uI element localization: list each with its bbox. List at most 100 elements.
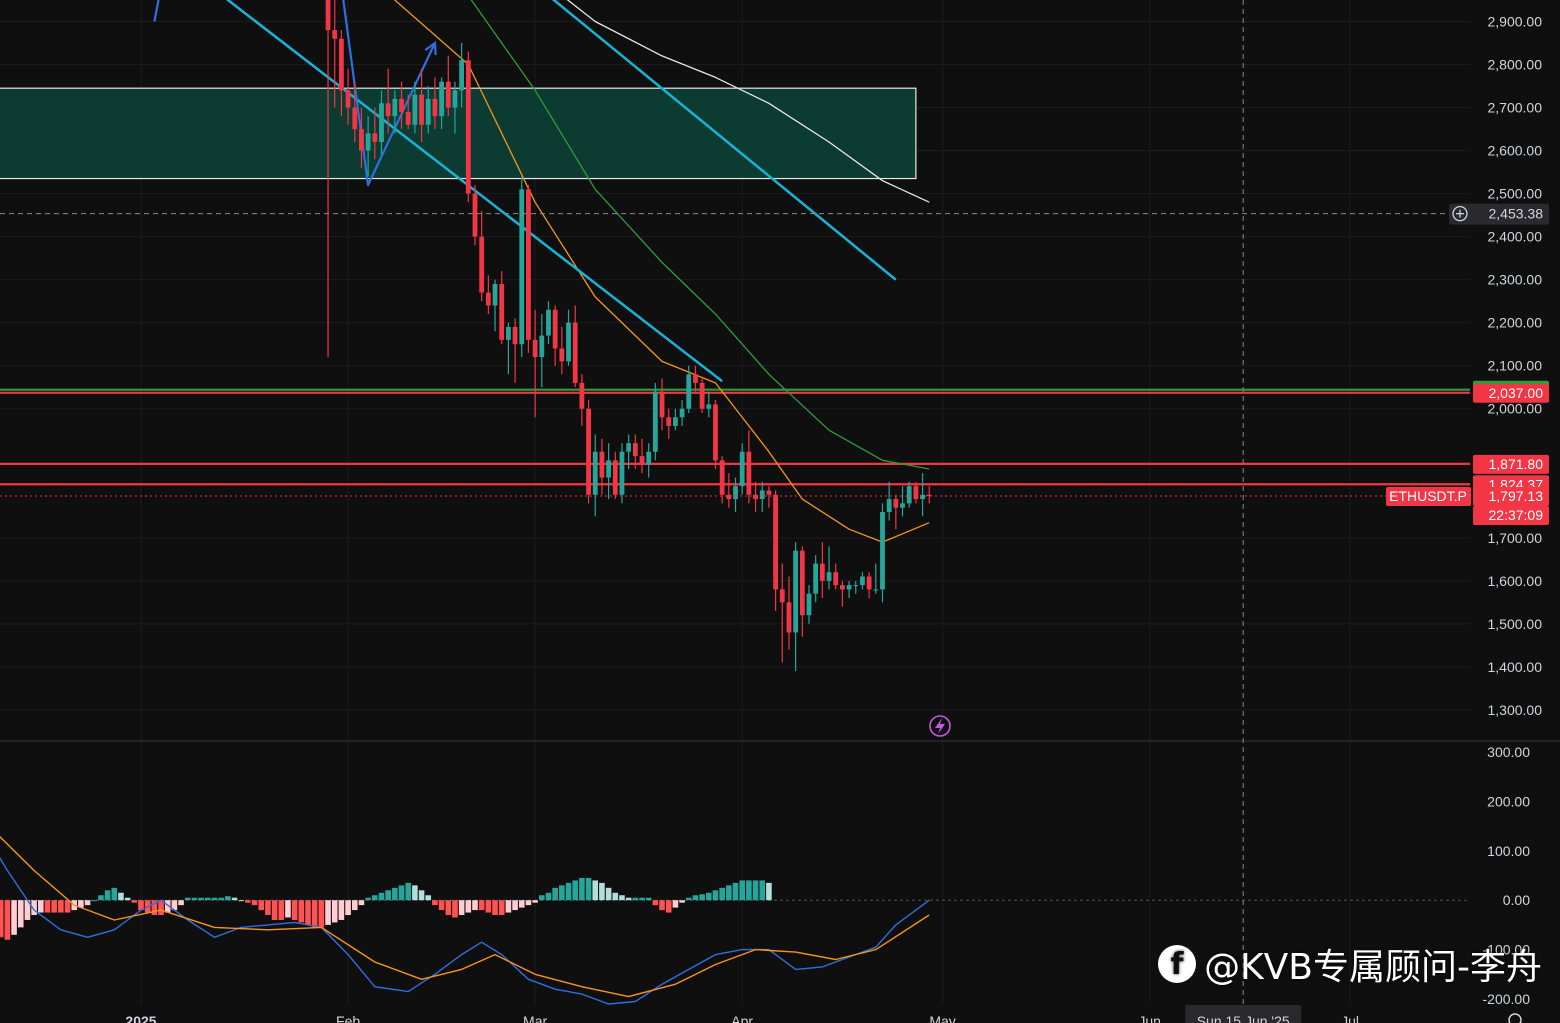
macd-histogram-bar	[372, 895, 378, 901]
macd-histogram-bar	[378, 892, 385, 901]
price-tick-label: 2,700.00	[1488, 100, 1543, 116]
macd-histogram-bar	[746, 880, 752, 901]
level-tag-bg	[1473, 383, 1549, 403]
macd-histogram-bar	[418, 890, 425, 901]
trend-line[interactable]	[475, 0, 897, 281]
candle-body	[379, 103, 384, 142]
macd-histogram-bar	[131, 900, 138, 903]
candle-body	[659, 391, 665, 418]
candle-body	[332, 30, 338, 39]
price-tick-label: 2,400.00	[1488, 229, 1543, 245]
macd-histogram-bar	[498, 900, 505, 916]
candle-body	[920, 494, 925, 500]
candle-body	[639, 456, 645, 465]
candle-body	[759, 490, 765, 500]
macd-histogram-bar	[518, 900, 525, 908]
candle-body	[693, 374, 698, 383]
macd-histogram-bar	[38, 900, 44, 913]
macd-tick-label: 200.00	[1487, 793, 1530, 809]
candle-body	[405, 111, 411, 125]
macd-histogram-bar	[412, 885, 418, 901]
candle-body	[679, 408, 685, 418]
candle-body	[673, 417, 678, 426]
resistance-zone[interactable]	[0, 87, 917, 180]
candle-body	[806, 593, 812, 616]
candle-body	[532, 339, 538, 358]
candle-body	[465, 60, 471, 194]
macd-histogram-bar	[225, 896, 231, 901]
macd-histogram-bar	[325, 900, 331, 925]
macd-histogram-bar	[545, 892, 552, 901]
macd-histogram-bar	[151, 900, 158, 916]
candle-body	[425, 98, 431, 125]
watermark: f @KVB专属顾问-李舟	[1158, 938, 1542, 990]
alert-lightning-icon[interactable]	[929, 715, 951, 737]
macd-histogram-bar	[752, 880, 759, 901]
price-tick-label: 2,800.00	[1488, 57, 1543, 73]
time-axis[interactable]: 2025 Feb Mar Apr May Jun Jul Sun 15 Jun '25	[125, 1005, 1359, 1023]
wave-path[interactable]	[153, 0, 437, 187]
candle-body	[365, 133, 371, 151]
macd-histogram-bar	[171, 900, 178, 911]
last-price-tag: 1,797.13	[1489, 488, 1544, 504]
ma-line-medium	[470, 0, 930, 470]
macd-histogram-bar	[599, 882, 605, 901]
candle-body	[592, 451, 598, 495]
candle-body	[512, 326, 518, 345]
macd-histogram-bar	[285, 900, 291, 918]
candle-body	[706, 404, 712, 409]
zone-rect[interactable]	[0, 87, 917, 180]
macd-tick-label: -100.00	[1483, 942, 1531, 958]
candle-body	[906, 486, 912, 504]
macd-histogram-bar	[385, 890, 391, 901]
candle-body	[412, 94, 418, 125]
price-axis[interactable]: 2,900.00 2,800.00 2,700.00 2,600.00 2,500.00…	[1488, 14, 1543, 718]
trend-lines[interactable]	[161, 0, 897, 383]
candle-body	[733, 486, 738, 500]
candle-body	[913, 486, 919, 500]
macd-histogram-bar	[625, 897, 632, 901]
macd-histogram-bar	[505, 900, 512, 913]
candle-body	[572, 322, 578, 383]
macd-histogram-bar	[251, 900, 258, 906]
macd-histogram-bar	[405, 882, 411, 901]
macd-histogram-bar	[238, 900, 244, 902]
macd-histogram-bar	[365, 897, 371, 901]
macd-histogram-bar	[265, 900, 271, 916]
level-tag: 1,871.80	[1489, 456, 1544, 472]
macd-histogram-bar	[258, 900, 265, 911]
candle-body	[419, 94, 424, 125]
candle-body	[526, 189, 531, 340]
macd-histogram-bar	[485, 900, 492, 913]
macd-axis[interactable]: 300.00 200.00 100.00 0.00 -100.00 -200.00	[1483, 744, 1531, 1007]
macd-histogram-bar	[91, 900, 98, 902]
candle-body	[539, 335, 545, 358]
macd-histogram-bar	[605, 887, 612, 901]
candle-body	[893, 499, 899, 508]
price-tick-label: 2,600.00	[1488, 143, 1543, 159]
candle-body	[786, 602, 792, 633]
price-tick-label: 2,200.00	[1488, 315, 1543, 331]
candle-body	[385, 103, 391, 117]
candle-body	[472, 193, 478, 237]
price-tick-label: 1,400.00	[1488, 659, 1543, 675]
macd-histogram-bar	[565, 882, 572, 901]
macd-histogram-bar	[692, 895, 699, 901]
candle-body	[506, 326, 511, 340]
time-tick-label: Apr	[731, 1013, 753, 1023]
candle-body	[359, 129, 364, 151]
macd-histogram-bar	[572, 880, 578, 901]
macd-histogram-bar	[198, 897, 204, 901]
add-alert-plus-icon[interactable]	[1452, 206, 1468, 222]
candle-body	[479, 236, 485, 293]
candle-body	[339, 38, 344, 91]
crosshair	[0, 0, 1450, 1005]
trend-line[interactable]	[161, 0, 723, 383]
settings-gear-icon[interactable]	[1508, 1013, 1522, 1023]
level-tag: 2,037.00	[1489, 385, 1544, 401]
macd-histogram-bar	[291, 900, 298, 920]
macd-histogram-bar	[0, 900, 4, 938]
candle-body	[873, 589, 879, 591]
level-tag-bg	[1473, 454, 1549, 474]
